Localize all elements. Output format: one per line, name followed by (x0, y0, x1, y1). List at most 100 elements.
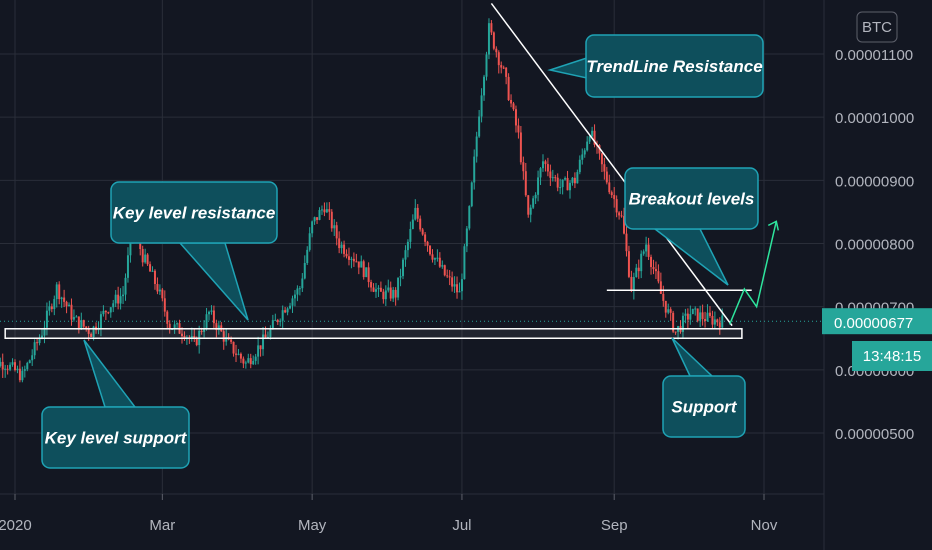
candle-body (360, 261, 363, 268)
candle-body (158, 289, 161, 292)
candle-body (313, 217, 316, 222)
candle-body (33, 342, 36, 356)
candle-body (681, 315, 684, 332)
drawing-overlays (4, 3, 780, 339)
candle-body (537, 177, 540, 195)
candle-body (357, 261, 360, 268)
callout-box (662, 375, 746, 438)
candle-body (114, 294, 117, 304)
candle-body (706, 312, 709, 322)
candle-body (490, 23, 493, 33)
x-tick-label: Mar (149, 517, 175, 534)
candle-body (591, 130, 594, 137)
x-tick-label: Sep (601, 517, 628, 534)
candle-body (456, 284, 459, 293)
countdown-value: 13:48:15 (863, 348, 921, 365)
candle-body (384, 290, 387, 300)
candle-body (53, 299, 56, 310)
candle-body (274, 319, 277, 321)
candle-body (551, 177, 554, 179)
y-tick-label: 0.00001000 (835, 110, 914, 127)
candle-body (640, 253, 643, 272)
y-tick-label: 0.00001100 (835, 47, 913, 64)
candle-body (387, 287, 390, 291)
candle-body (23, 369, 26, 371)
key-level-zone (4, 328, 743, 339)
candle-body (379, 287, 382, 292)
candle-body (144, 254, 147, 263)
candle-body (345, 253, 348, 257)
chart-grid (0, 0, 824, 494)
callout-trendline-resistance: TrendLine Resistance (547, 34, 764, 98)
candle-body (9, 364, 12, 370)
candle-body (60, 297, 63, 300)
candle-body (505, 67, 508, 77)
candle-body (699, 312, 702, 321)
candle-body (502, 67, 505, 69)
candle-body (286, 308, 289, 313)
candle-body (618, 212, 621, 216)
candle-body (104, 310, 107, 313)
candle-body (266, 336, 269, 338)
candle-body (426, 241, 429, 246)
candle-body (421, 229, 424, 235)
candle-body (195, 338, 198, 346)
candle-body (109, 307, 112, 313)
candle-body (291, 298, 294, 306)
candle-body (465, 228, 468, 247)
candle-body (257, 345, 260, 357)
candle-body (107, 312, 110, 314)
time-axis[interactable]: 2020 Mar May Jul Sep Nov (0, 494, 778, 534)
candle-body (470, 182, 473, 207)
candle-body (691, 308, 694, 314)
candle-body (65, 301, 68, 307)
candle-body (664, 300, 667, 313)
projection-path (728, 221, 778, 325)
candle-body (367, 267, 370, 283)
candle-body (141, 249, 144, 263)
candle-body (296, 288, 299, 295)
candle-body (262, 334, 265, 350)
candle-body (38, 338, 41, 344)
candle-body (77, 316, 80, 329)
candle-body (362, 261, 365, 278)
candle-body (6, 368, 9, 370)
candle-body (517, 125, 520, 133)
callouts: TrendLine Resistance Key level resistance… (41, 34, 764, 469)
candle-body (613, 195, 616, 200)
candle-body (642, 251, 645, 254)
candle-body (659, 281, 662, 294)
candle-body (485, 54, 488, 77)
candle-body (667, 309, 670, 313)
candle-body (480, 95, 483, 117)
candle-body (554, 177, 557, 179)
candle-body (252, 360, 255, 365)
candle-body (247, 358, 250, 363)
candle-body (448, 276, 451, 278)
candle-body (90, 333, 93, 337)
candle-body (11, 362, 14, 365)
candle-body (522, 162, 525, 172)
candle-body (674, 331, 677, 333)
candle-body (21, 370, 24, 381)
currency-badge[interactable]: BTC (856, 11, 898, 43)
candle-body (377, 287, 380, 290)
candle-body (320, 209, 323, 211)
candle-body (269, 328, 272, 337)
candle-body (556, 177, 559, 188)
candle-body (161, 289, 164, 299)
candle-body (701, 312, 704, 320)
candle-body (583, 150, 586, 155)
candle-body (112, 303, 115, 308)
candle-body (650, 256, 653, 268)
candle-body (365, 267, 368, 278)
candle-body (623, 216, 626, 234)
candle-body (210, 310, 213, 312)
candle-body (355, 261, 358, 263)
candle-body (254, 356, 257, 361)
candle-body (279, 320, 282, 323)
callout-key-level-resistance: Key level resistance (110, 181, 278, 321)
candle-body (102, 310, 105, 315)
candle-body (652, 267, 655, 270)
